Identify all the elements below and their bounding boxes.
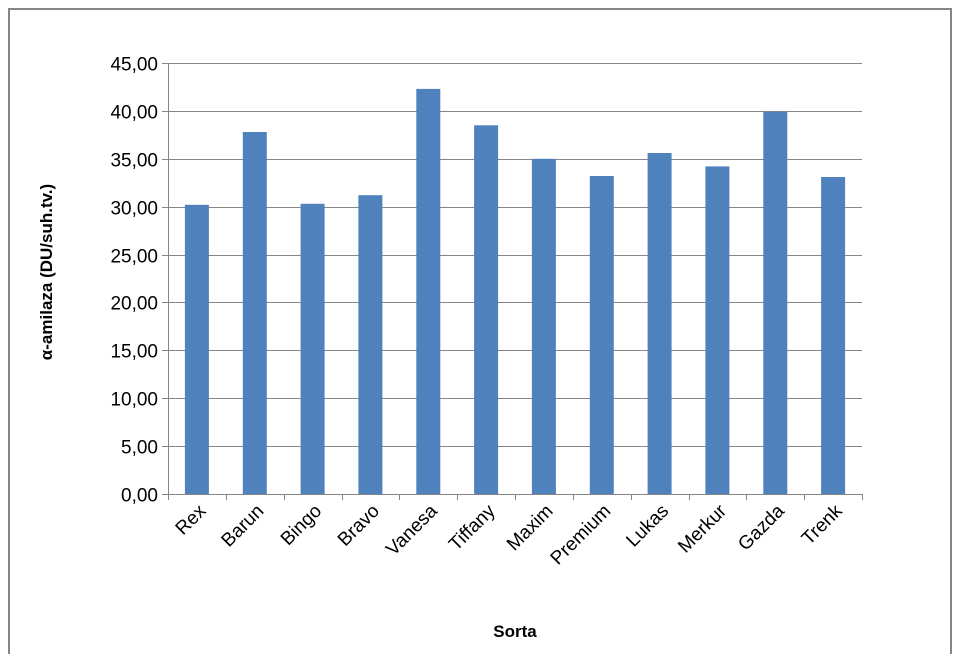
x-tick-label: Tiffany (445, 500, 500, 555)
x-tick-label: Bravo (334, 501, 384, 551)
y-tick-label: 35,00 (110, 151, 158, 172)
y-tick-labels: 0,00 5,00 10,00 15,00 20,00 25,00 30,00 35,00 40… (110, 55, 158, 507)
y-tick-label: 5,00 (121, 438, 158, 459)
bar-lukas (647, 153, 672, 494)
y-tick-label: 40,00 (110, 103, 158, 124)
y-tick-label: 25,00 (110, 247, 158, 268)
x-tick-label: Merkur (674, 500, 731, 557)
x-tick-label: Premium (547, 501, 616, 570)
x-tick-label: Lukas (622, 501, 673, 552)
x-tick-label: Rex (172, 500, 211, 539)
y-tick-label: 30,00 (110, 199, 158, 220)
y-tick-label: 10,00 (110, 390, 158, 411)
x-tick-label: Bingo (277, 501, 326, 550)
y-tick-label: 15,00 (110, 342, 158, 363)
y-tick-label: 20,00 (110, 294, 158, 315)
x-tick-label: Trenk (798, 500, 847, 549)
bar-maxim (531, 158, 556, 495)
y-tick-label: 0,00 (121, 486, 158, 507)
bar-gazda (763, 111, 788, 495)
axes (162, 63, 863, 500)
bar-trenk (821, 177, 846, 494)
x-tick-label: Vanesa (382, 500, 442, 560)
bars (184, 88, 846, 495)
bar-rex (184, 204, 209, 495)
gridlines (168, 63, 862, 447)
bar-merkur (705, 166, 730, 494)
x-axis-title: Sorta (493, 622, 537, 641)
x-tick-label: Gazda (734, 500, 789, 555)
bar-premium (589, 176, 614, 494)
y-axis-title: α-amilaza (DU/suh.tv.) (37, 184, 56, 360)
y-tick-label: 45,00 (110, 55, 158, 76)
x-tick-label: Barun (218, 501, 269, 552)
bar-vanesa (416, 88, 441, 495)
x-tick-label: Maxim (503, 501, 557, 555)
bar-bravo (358, 195, 383, 494)
bar-tiffany (474, 125, 499, 495)
bar-bingo (300, 203, 325, 495)
bar-barun (242, 132, 267, 494)
